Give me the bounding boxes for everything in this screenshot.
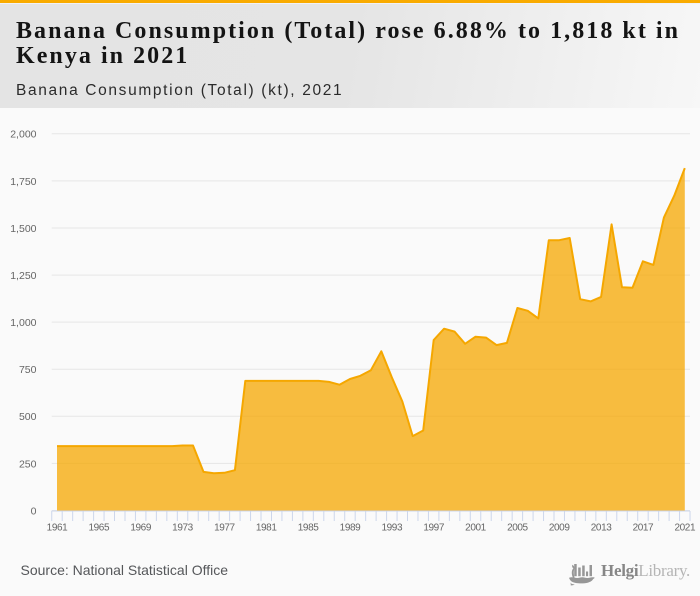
svg-text:1,750: 1,750 [10,176,36,188]
svg-text:1,500: 1,500 [10,223,36,235]
svg-text:1,250: 1,250 [10,270,36,282]
svg-text:250: 250 [19,458,37,470]
svg-text:2005: 2005 [507,523,528,534]
svg-text:1993: 1993 [381,523,402,534]
svg-text:1989: 1989 [340,523,361,534]
svg-text:1961: 1961 [47,523,68,534]
svg-text:500: 500 [19,411,37,423]
svg-text:2013: 2013 [591,523,612,534]
svg-text:1,000: 1,000 [10,317,36,329]
svg-text:750: 750 [19,364,37,376]
svg-text:1977: 1977 [214,523,235,534]
svg-text:1981: 1981 [256,523,277,534]
svg-text:2001: 2001 [465,523,486,534]
svg-text:0: 0 [31,505,37,517]
svg-text:1969: 1969 [130,523,151,534]
svg-text:1973: 1973 [172,523,193,534]
svg-text:2009: 2009 [549,523,570,534]
svg-text:2017: 2017 [633,523,654,534]
svg-text:1965: 1965 [88,523,109,534]
svg-text:2021: 2021 [674,523,695,534]
svg-text:1997: 1997 [423,523,444,534]
svg-text:2,000: 2,000 [10,129,36,141]
svg-text:1985: 1985 [298,523,319,534]
